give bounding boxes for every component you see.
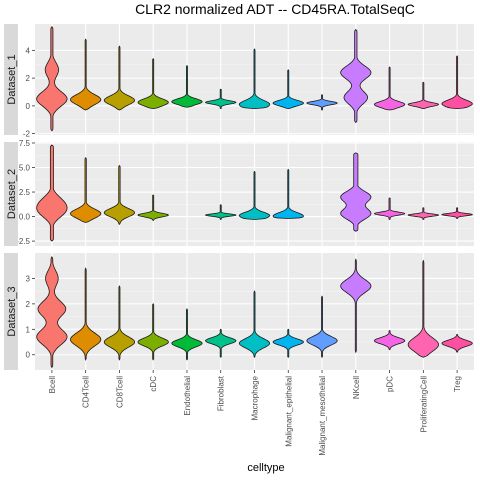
violin-malignant-epithelial <box>272 168 304 219</box>
y-tick-label: 5.0 <box>19 164 31 173</box>
chart-title: CLR2 normalized ADT -- CD45RA.TotalSeqC <box>135 1 415 17</box>
y-tick-label: 4 <box>26 46 31 55</box>
y-tick-label: 7.5 <box>19 139 31 148</box>
y-tick-label: -2.5 <box>16 237 30 246</box>
x-tick-label: NKcell <box>352 376 361 399</box>
x-tick-label: CD4Tcell <box>82 376 91 408</box>
y-tick-label: 3 <box>26 274 31 283</box>
violin-endothelial <box>171 308 203 361</box>
violin-cdc <box>137 303 169 361</box>
panels: -2 0 2 4 Dataset_1 -2.5 0.0 2.5 5.0 7.5 Dataset_2 0… <box>4 24 474 370</box>
violin-proliferatingcell <box>407 81 439 110</box>
violin-endothelial <box>171 65 203 108</box>
violin-nkcell <box>340 152 372 232</box>
x-tick-label: Macrophage <box>251 375 260 420</box>
x-tick-label: Malignant_mesothelial <box>318 376 327 456</box>
x-tick-label: Malignant_epithelial <box>284 376 293 447</box>
facet-strip <box>4 253 18 370</box>
violin-pdc <box>373 197 406 220</box>
violin-pdc <box>373 330 406 351</box>
violin-treg <box>441 207 473 219</box>
x-tick-label: cDC <box>149 376 158 392</box>
facet-strip-label: Dataset_3 <box>6 286 18 336</box>
violin-cd8tcell <box>103 285 136 361</box>
x-tick-label: Treg <box>453 376 462 392</box>
violin-malignant-epithelial <box>272 328 304 358</box>
violin-bcell <box>36 144 68 242</box>
violin-macrophage <box>238 48 271 110</box>
violin-nkcell <box>340 258 372 354</box>
x-tick-label: Endothelial <box>183 376 192 416</box>
x-axis-title: celltype <box>247 462 284 474</box>
violin-treg <box>441 333 473 353</box>
violin-proliferatingcell <box>407 207 440 220</box>
x-tick-label: CD8Tcell <box>115 376 124 408</box>
violin-macrophage <box>238 170 271 220</box>
violin-fibroblast <box>205 328 237 358</box>
x-tick-label: Fibroblast <box>217 375 226 411</box>
violin-fibroblast <box>204 204 237 220</box>
violin-cd8tcell <box>103 164 136 226</box>
x-category-labels: Bcell CD4Tcell CD8Tcell cDC Endothelial Fibro… <box>48 370 462 456</box>
violin-cd4tcell <box>70 38 102 111</box>
panel-dataset-2: -2.5 0.0 2.5 5.0 7.5 Dataset_2 <box>4 139 474 246</box>
violin-cd8tcell <box>103 45 136 111</box>
x-tick-label: Bcell <box>48 376 57 394</box>
violin-fibroblast <box>205 88 237 110</box>
violin-bcell <box>36 26 68 132</box>
violin-malignant-mesothelial <box>306 295 338 359</box>
facet-strip-label: Dataset_1 <box>6 54 18 104</box>
facet-strip <box>4 24 18 135</box>
y-tick-label: -2 <box>23 130 31 139</box>
violin-cdc <box>137 194 169 221</box>
violin-proliferatingcell <box>407 259 439 358</box>
x-tick-label: ProliferatingCell <box>419 376 428 433</box>
violin-cdc <box>137 58 169 110</box>
y-tick-label: 0.0 <box>19 213 31 222</box>
violin-treg <box>441 55 473 110</box>
x-tick-label: pDC <box>386 376 395 392</box>
violin-malignant-mesothelial <box>306 94 338 111</box>
y-tick-label: 1 <box>26 325 31 334</box>
facet-strip <box>4 142 18 246</box>
panel-dataset-1: -2 0 2 4 Dataset_1 <box>4 24 474 139</box>
violin-nkcell <box>340 28 372 124</box>
panel-dataset-3: 0 1 2 3 Dataset_3 <box>4 253 474 370</box>
y-tick-label: 2 <box>26 300 31 309</box>
y-tick-label: 0 <box>26 102 31 111</box>
violin-bcell <box>36 255 68 369</box>
violin-pdc <box>373 66 406 111</box>
y-tick-label: 0 <box>26 351 31 360</box>
y-tick-label: 2 <box>26 74 31 83</box>
y-tick-label: 2.5 <box>19 188 31 197</box>
violin-cd4tcell <box>70 267 102 361</box>
facet-strip-label: Dataset_2 <box>6 169 18 219</box>
violin-macrophage <box>238 290 271 359</box>
violin-malignant-epithelial <box>272 69 304 110</box>
violin-cd4tcell <box>70 156 102 223</box>
